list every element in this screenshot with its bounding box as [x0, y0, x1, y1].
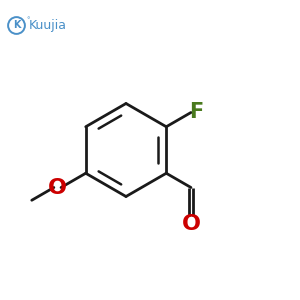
Text: O: O [48, 178, 67, 197]
Text: F: F [189, 103, 203, 122]
Text: °: ° [26, 17, 30, 23]
Text: O: O [182, 214, 200, 234]
Text: Kuujia: Kuujia [28, 19, 67, 32]
Text: K: K [13, 20, 20, 31]
